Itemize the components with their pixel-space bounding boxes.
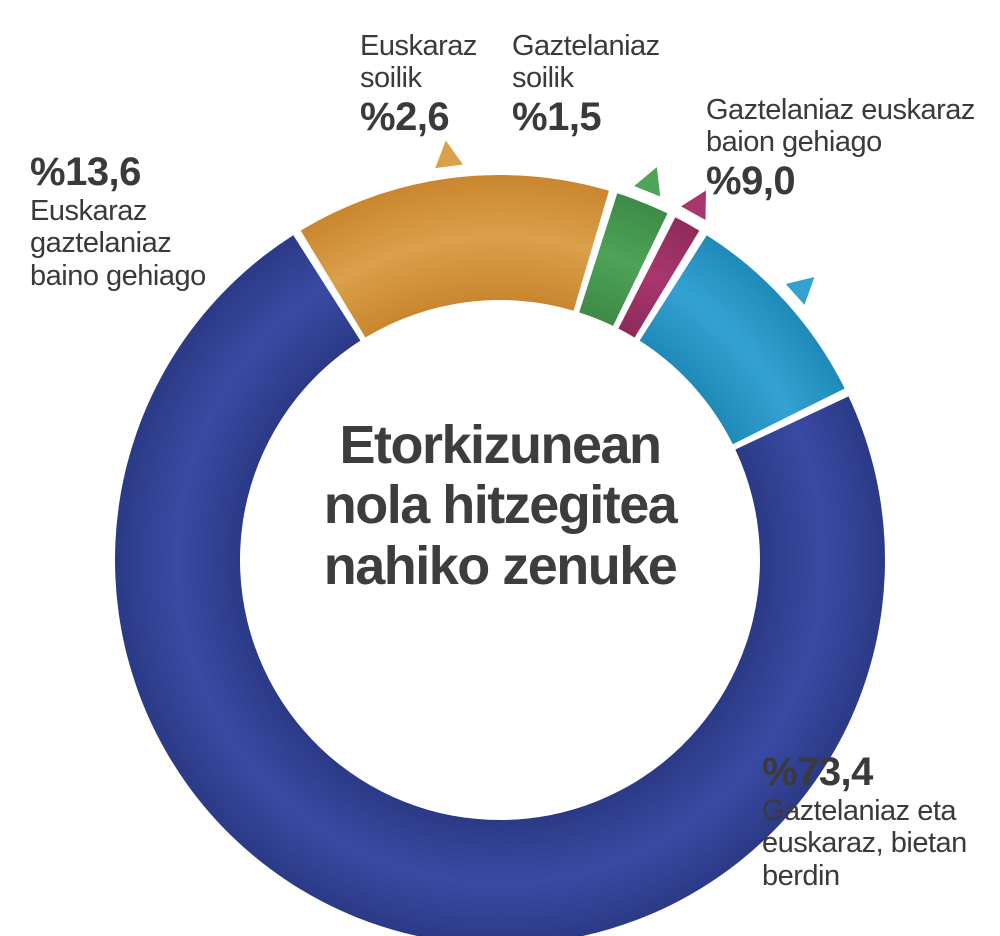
label-line: Euskaraz [360, 30, 477, 62]
label-line: Gaztelaniaz eta [762, 794, 957, 827]
slice-pointer-3 [681, 190, 706, 221]
label-line: soilik [512, 62, 574, 95]
title-line: nahiko zenuke [323, 535, 678, 596]
chart-title: Etorkizunean nola hitzegitea nahiko zenu… [290, 415, 710, 596]
slice-4 [639, 235, 845, 445]
label-line: soilik [360, 62, 422, 95]
label-gaztelaniaz-gehiago: Gaztelaniaz euskaraz baion gehiago %9,0 [706, 94, 975, 204]
label-line: baino gehiago [30, 259, 206, 292]
value-label: %73,4 [762, 750, 873, 794]
slice-0 [115, 235, 885, 936]
label-line: euskaraz, bietan [762, 827, 967, 860]
label-line: Gaztelaniaz [512, 30, 660, 62]
title-line: nola hitzegitea [323, 475, 678, 536]
slice-pointer-2 [634, 167, 661, 197]
value-label: %13,6 [30, 150, 141, 194]
value-label: %2,6 [360, 94, 450, 139]
slice-3 [618, 217, 700, 338]
label-bietan-berdin: %73,4 Gaztelaniaz eta euskaraz, bietan b… [762, 750, 967, 892]
label-line: gaztelaniaz [30, 227, 172, 260]
label-line: baion gehiago [706, 126, 882, 159]
label-line: Euskaraz [30, 194, 147, 227]
slice-1 [300, 175, 609, 338]
label-gaztelaniaz-soilik: Gaztelaniaz soilik %1,5 [512, 30, 660, 140]
slice-pointer-4 [785, 277, 815, 305]
value-label: %1,5 [512, 94, 602, 139]
slice-pointer-1 [435, 140, 463, 169]
label-line: Gaztelaniaz euskaraz [706, 94, 975, 126]
label-line: berdin [762, 859, 840, 892]
label-euskaraz-soilik: Euskaraz soilik %2,6 [360, 30, 477, 140]
title-line: Etorkizunean [339, 415, 662, 475]
slice-2 [579, 193, 668, 326]
label-euskaraz-gehiago: %13,6 Euskaraz gaztelaniaz baino gehiago [30, 150, 206, 292]
value-label: %9,0 [706, 158, 796, 203]
